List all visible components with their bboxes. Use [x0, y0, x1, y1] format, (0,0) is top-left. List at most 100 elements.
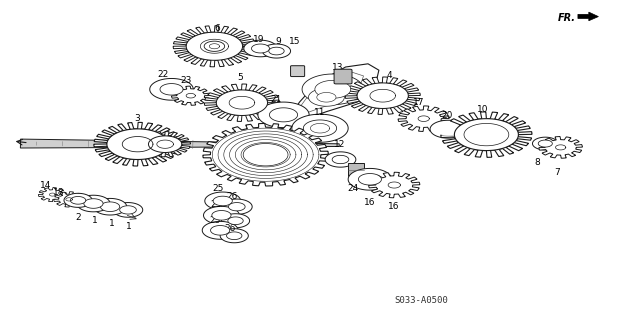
Polygon shape — [252, 44, 269, 53]
Text: 9: 9 — [276, 37, 281, 46]
Polygon shape — [539, 137, 582, 158]
Polygon shape — [150, 78, 193, 100]
Polygon shape — [228, 203, 245, 211]
Text: 4: 4 — [387, 71, 392, 80]
Polygon shape — [578, 12, 598, 21]
Text: 16: 16 — [364, 198, 376, 207]
Text: 7: 7 — [554, 168, 559, 177]
Text: 14: 14 — [40, 181, 52, 190]
Polygon shape — [357, 83, 408, 108]
Polygon shape — [198, 38, 231, 55]
Polygon shape — [216, 90, 268, 115]
Polygon shape — [172, 86, 210, 105]
Polygon shape — [148, 136, 182, 152]
Polygon shape — [204, 84, 280, 122]
Polygon shape — [438, 124, 458, 134]
FancyBboxPatch shape — [334, 69, 352, 84]
Polygon shape — [369, 172, 420, 198]
Polygon shape — [244, 40, 277, 57]
Polygon shape — [258, 102, 309, 128]
Polygon shape — [345, 77, 420, 115]
Polygon shape — [94, 122, 181, 166]
Text: 15: 15 — [289, 37, 300, 46]
Polygon shape — [221, 199, 252, 214]
Polygon shape — [77, 195, 110, 212]
Text: 22: 22 — [157, 70, 169, 78]
Text: 18: 18 — [53, 188, 65, 197]
Polygon shape — [100, 202, 120, 211]
Polygon shape — [221, 214, 250, 228]
Polygon shape — [120, 206, 136, 214]
Text: 6: 6 — [215, 24, 220, 33]
Polygon shape — [107, 129, 168, 160]
Polygon shape — [292, 114, 348, 142]
Text: 11: 11 — [314, 108, 326, 117]
Polygon shape — [186, 32, 243, 60]
FancyBboxPatch shape — [291, 66, 305, 77]
Text: 25: 25 — [212, 184, 223, 193]
Polygon shape — [317, 93, 336, 102]
Polygon shape — [358, 174, 381, 185]
Polygon shape — [160, 84, 183, 95]
Polygon shape — [220, 229, 248, 243]
Polygon shape — [54, 192, 84, 207]
Text: 17: 17 — [413, 98, 425, 107]
Text: 1: 1 — [127, 222, 132, 231]
Text: 25: 25 — [211, 200, 222, 209]
Polygon shape — [398, 106, 449, 131]
Polygon shape — [20, 139, 339, 148]
Text: 19: 19 — [253, 35, 265, 44]
Polygon shape — [211, 226, 230, 235]
Polygon shape — [430, 120, 466, 138]
Polygon shape — [262, 44, 291, 58]
Text: 26: 26 — [226, 192, 237, 201]
Polygon shape — [113, 203, 143, 217]
Polygon shape — [228, 217, 243, 225]
Text: 3: 3 — [135, 114, 140, 122]
Text: 12: 12 — [333, 140, 345, 149]
Polygon shape — [454, 119, 518, 151]
Polygon shape — [348, 163, 364, 176]
Polygon shape — [140, 131, 191, 157]
Text: 24: 24 — [348, 184, 359, 193]
Text: 10: 10 — [477, 105, 489, 114]
Text: 8: 8 — [535, 158, 540, 167]
Polygon shape — [227, 232, 242, 240]
Text: 1: 1 — [92, 216, 97, 225]
Polygon shape — [538, 140, 552, 147]
Polygon shape — [205, 192, 241, 210]
Polygon shape — [203, 123, 328, 186]
Polygon shape — [38, 188, 67, 202]
Text: 23: 23 — [180, 76, 191, 85]
Polygon shape — [332, 155, 349, 164]
Polygon shape — [441, 112, 532, 157]
Polygon shape — [435, 123, 461, 136]
Polygon shape — [213, 196, 232, 206]
Polygon shape — [325, 152, 356, 167]
Text: FR.: FR. — [558, 12, 576, 23]
Text: 16: 16 — [388, 202, 399, 211]
Polygon shape — [464, 123, 509, 146]
Polygon shape — [212, 211, 231, 220]
Text: 5: 5 — [237, 73, 243, 82]
Polygon shape — [269, 108, 298, 122]
Text: 25: 25 — [209, 216, 221, 225]
Text: 1: 1 — [109, 219, 115, 228]
Polygon shape — [303, 120, 337, 137]
Polygon shape — [532, 137, 558, 150]
Text: 20: 20 — [441, 111, 452, 120]
Text: 26: 26 — [225, 224, 236, 233]
Polygon shape — [204, 41, 225, 51]
Polygon shape — [269, 47, 284, 55]
Polygon shape — [315, 80, 351, 98]
Polygon shape — [70, 197, 86, 204]
Text: 21: 21 — [271, 95, 282, 104]
Polygon shape — [204, 206, 239, 224]
Polygon shape — [348, 168, 392, 190]
Polygon shape — [202, 221, 238, 239]
Polygon shape — [308, 88, 344, 106]
Polygon shape — [84, 199, 103, 208]
Polygon shape — [302, 74, 364, 105]
Text: S033-A0500: S033-A0500 — [394, 296, 448, 305]
Polygon shape — [173, 26, 255, 67]
